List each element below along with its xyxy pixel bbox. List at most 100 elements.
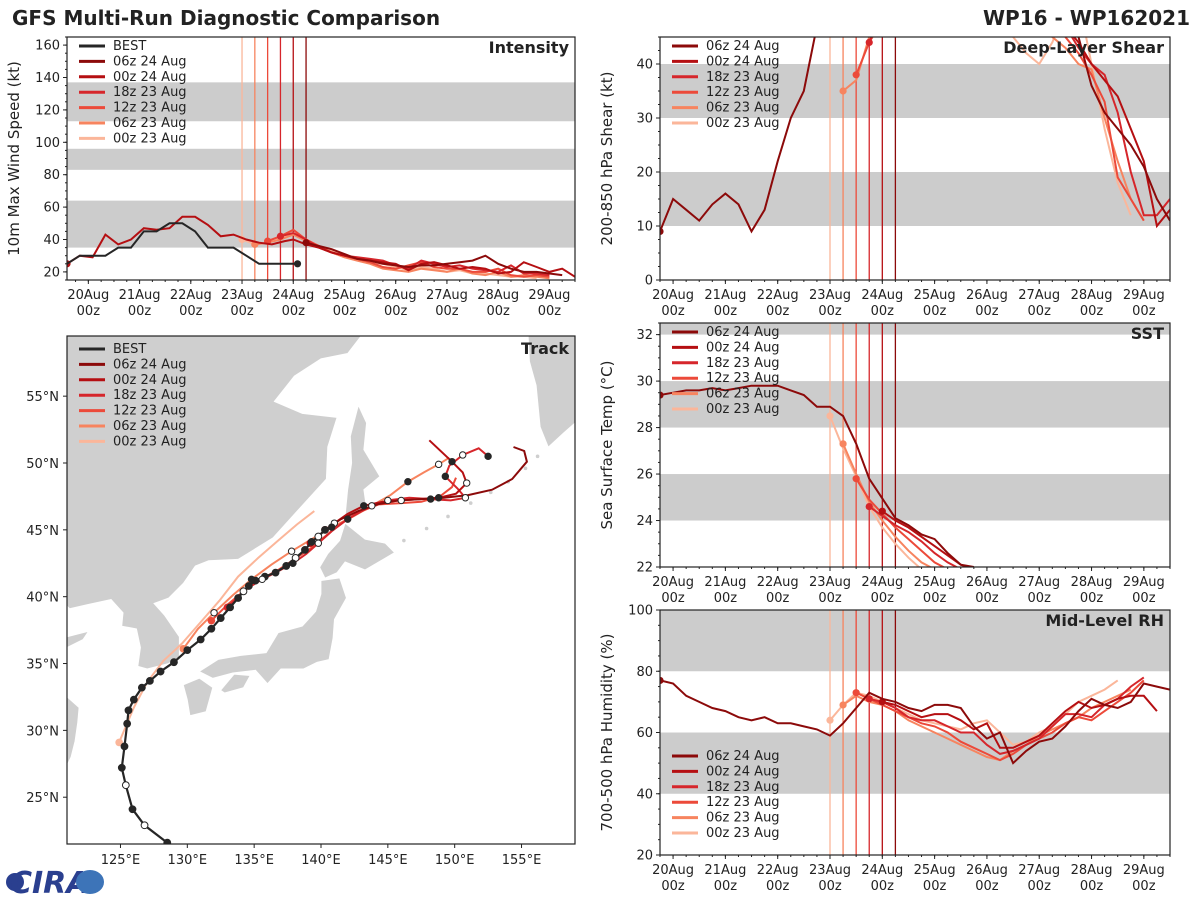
track-best-point — [145, 677, 154, 685]
shear-init-marker — [839, 87, 847, 95]
sst-series-line — [829, 415, 921, 567]
sst-init-marker — [878, 507, 886, 515]
track-best-point — [129, 695, 138, 704]
intensity-xtick-day: 29Aug — [528, 288, 570, 303]
rh-xtick-hour: 00z — [661, 879, 685, 894]
intensity-ytick-label: 140 — [35, 71, 60, 86]
rh-xtick-day: 28Aug — [1071, 863, 1113, 878]
track-forecast-point — [461, 494, 470, 502]
rh-ytick-label: 40 — [636, 787, 653, 802]
shear-xtick-day: 20Aug — [652, 288, 694, 303]
intensity-ytick-label: 80 — [43, 168, 60, 183]
rh-ytick-label: 60 — [636, 726, 653, 741]
intensity-ytick-label: 20 — [43, 265, 60, 280]
sst-frame — [659, 322, 1171, 568]
sst-xtick-day: 21Aug — [704, 575, 746, 590]
shear-xtick-day: 21Aug — [704, 288, 746, 303]
sst-band-2 — [660, 323, 1170, 335]
rh-xtick-day: 29Aug — [1123, 863, 1165, 878]
track-ytick-label: 50°N — [26, 457, 59, 472]
shear-legend-label: 12z 23 Aug — [706, 85, 780, 100]
intensity-init-marker — [302, 239, 310, 247]
shear-legend-label: 00z 23 Aug — [706, 116, 780, 131]
track-ytick-label: 30°N — [26, 724, 59, 739]
rh-xtick-day: 27Aug — [1018, 863, 1060, 878]
sst-xtick-hour: 00z — [871, 591, 895, 606]
track-best-point — [137, 683, 146, 692]
track-best-point — [121, 781, 130, 790]
shear-xtick-hour: 00z — [766, 304, 790, 319]
sst-panel: 22242628303220Aug00z21Aug00z22Aug00z23Au… — [598, 322, 1171, 606]
honshu — [198, 577, 347, 685]
china-coast — [67, 696, 80, 766]
track-forecast-point — [384, 496, 392, 505]
track-best-point — [156, 667, 165, 676]
track-ytick-label: 45°N — [26, 524, 59, 539]
track-best-point — [183, 646, 192, 655]
intensity-xtick-day: 27Aug — [426, 288, 468, 303]
shear-init-marker — [865, 38, 873, 47]
rh-xtick-hour: 00z — [1028, 879, 1052, 894]
shear-xtick-day: 28Aug — [1071, 288, 1113, 303]
shear-xtick-hour: 00z — [975, 304, 999, 319]
track-best-point — [117, 763, 126, 772]
track-best-point — [226, 603, 234, 612]
intensity-xtick-day: 25Aug — [324, 288, 366, 303]
kuril-island — [445, 513, 451, 520]
sst-xtick-hour: 00z — [1132, 591, 1156, 606]
shear-xtick-day: 22Aug — [757, 288, 799, 303]
track-forecast-point — [404, 478, 412, 486]
track-forecast-point — [463, 479, 471, 487]
intensity-panel: 2040608010012014016020Aug00z21Aug00z22Au… — [5, 36, 576, 319]
shear-band-0 — [660, 172, 1170, 226]
track-xtick-label: 145°E — [368, 853, 408, 868]
track-panel: 125°E 130°E 135°E 140°E 145°E 150°E 155°E 25°N 3… — [26, 335, 576, 868]
sst-xtick-hour: 00z — [1080, 591, 1104, 606]
sst-xtick-day: 20Aug — [652, 575, 694, 590]
track-forecast-point — [441, 472, 450, 481]
track-best-point — [314, 532, 323, 541]
intensity-init-marker — [276, 232, 285, 240]
sst-xtick-hour: 00z — [923, 591, 947, 606]
intensity-title: Intensity — [489, 38, 570, 57]
rh-xtick-hour: 00z — [818, 879, 842, 894]
track-forecast-point — [426, 495, 435, 503]
track-title: Track — [521, 339, 569, 358]
rh-init-marker — [852, 689, 860, 697]
sst-ytick-label: 26 — [636, 468, 653, 483]
kyushu — [182, 677, 214, 717]
track-ytick-label: 55°N — [26, 390, 59, 405]
sst-ylabel: Sea Surface Temp (°C) — [598, 360, 616, 529]
rh-band-1 — [660, 610, 1170, 672]
sst-ytick-label: 22 — [636, 561, 653, 576]
intensity-xtick-hour: 00z — [435, 304, 459, 319]
rh-init-marker — [865, 695, 873, 703]
track-xtick-label: 150°E — [435, 853, 475, 868]
track-best-point — [163, 838, 172, 844]
track-xtick-label: 130°E — [168, 853, 208, 868]
shear-series-line — [1072, 37, 1170, 229]
shear-xtick-day: 26Aug — [966, 288, 1008, 303]
track-forecast-point — [397, 496, 405, 505]
shear-xtick-day: 25Aug — [914, 288, 956, 303]
track-ytick-label: 25°N — [26, 791, 59, 806]
rh-ytick-label: 100 — [628, 604, 653, 619]
cira-logo: CIRA — [6, 866, 104, 900]
track-best-point — [216, 614, 225, 622]
track-best-point — [170, 658, 178, 667]
shear-xtick-day: 24Aug — [861, 288, 903, 303]
track-forecast-point — [287, 547, 296, 555]
rh-title: Mid-Level RH — [1045, 611, 1164, 630]
cira-logo-mark — [6, 873, 24, 891]
intensity-xtick-hour: 00z — [179, 304, 203, 319]
sst-init-marker — [852, 475, 860, 483]
track-xtick-label: 140°E — [301, 853, 341, 868]
sst-xtick-day: 26Aug — [966, 575, 1008, 590]
kuril-island — [424, 525, 430, 532]
rh-xtick-day: 22Aug — [757, 863, 799, 878]
sst-series-line — [660, 384, 974, 567]
rh-xtick-hour: 00z — [871, 879, 895, 894]
intensity-xtick-hour: 00z — [230, 304, 254, 319]
track-best-point — [271, 568, 280, 577]
